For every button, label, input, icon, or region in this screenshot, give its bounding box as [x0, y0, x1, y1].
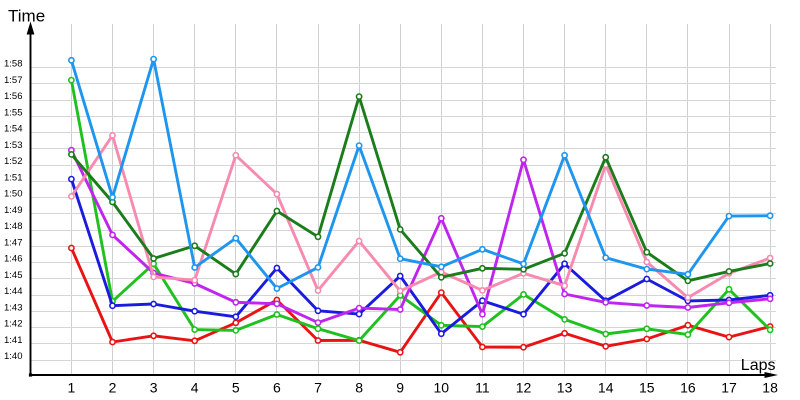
svg-text:1:57: 1:57	[4, 75, 23, 86]
svg-text:1:41: 1:41	[4, 335, 23, 346]
svg-text:18: 18	[762, 380, 778, 396]
svg-text:1:48: 1:48	[4, 221, 23, 232]
svg-text:15: 15	[639, 380, 655, 396]
svg-text:1:44: 1:44	[4, 286, 23, 297]
svg-text:Laps: Laps	[741, 357, 776, 374]
svg-text:11: 11	[475, 380, 490, 396]
svg-text:16: 16	[680, 380, 696, 396]
svg-text:17: 17	[721, 380, 737, 396]
svg-text:14: 14	[598, 380, 614, 396]
svg-text:2: 2	[109, 380, 117, 396]
svg-text:10: 10	[434, 380, 450, 396]
svg-text:1:43: 1:43	[4, 302, 23, 313]
svg-text:1:56: 1:56	[4, 91, 23, 102]
svg-text:9: 9	[396, 380, 404, 396]
svg-text:1:45: 1:45	[4, 270, 23, 281]
svg-text:13: 13	[557, 380, 573, 396]
svg-text:1:53: 1:53	[4, 140, 23, 151]
svg-text:1:40: 1:40	[4, 351, 23, 362]
svg-text:Time: Time	[8, 7, 45, 26]
svg-text:1:42: 1:42	[4, 319, 23, 330]
svg-text:6: 6	[273, 380, 281, 396]
svg-text:7: 7	[314, 380, 322, 396]
svg-text:1:47: 1:47	[4, 237, 23, 248]
svg-text:1: 1	[68, 380, 76, 396]
svg-text:4: 4	[191, 380, 199, 396]
svg-text:5: 5	[232, 380, 240, 396]
svg-text:1:51: 1:51	[4, 172, 23, 183]
svg-text:8: 8	[355, 380, 363, 396]
svg-text:1:55: 1:55	[4, 107, 23, 118]
svg-text:1:50: 1:50	[4, 189, 23, 200]
svg-text:1:46: 1:46	[4, 254, 23, 265]
svg-text:12: 12	[516, 380, 532, 396]
svg-text:3: 3	[150, 380, 158, 396]
svg-text:1:54: 1:54	[4, 124, 23, 135]
svg-text:1:52: 1:52	[4, 156, 23, 167]
svg-text:1:49: 1:49	[4, 205, 23, 216]
svg-text:1:58: 1:58	[4, 59, 23, 70]
